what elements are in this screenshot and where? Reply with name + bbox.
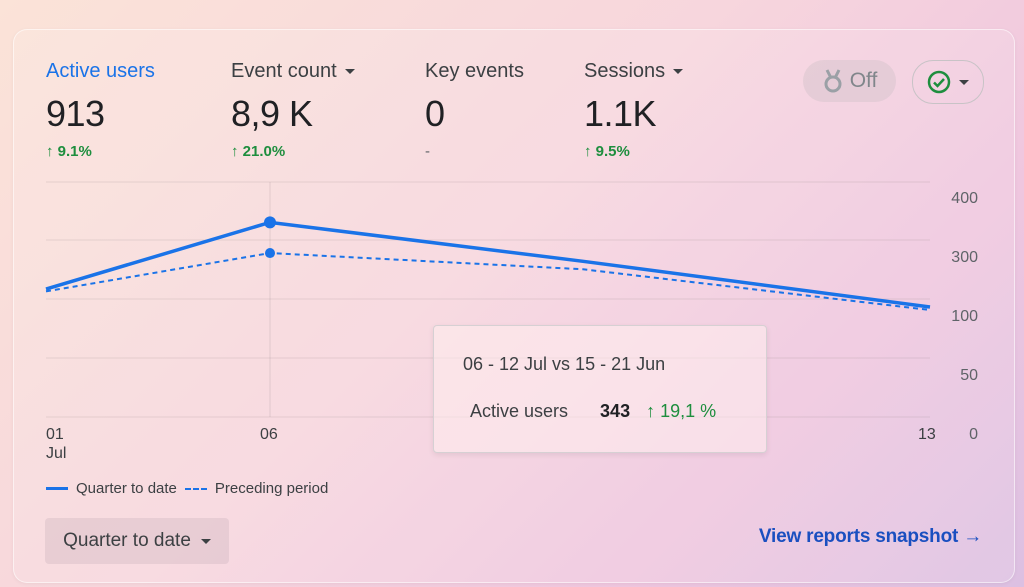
data-point-previous bbox=[265, 248, 275, 259]
caret-down-icon bbox=[200, 538, 211, 544]
metric-label-wrap: Event count bbox=[231, 60, 355, 83]
y-tick-label: 300 bbox=[951, 249, 978, 266]
date-range-label: Quarter to date bbox=[63, 530, 191, 551]
caret-down-icon[interactable] bbox=[673, 69, 684, 74]
caret-down-icon bbox=[959, 79, 969, 85]
metric-change: ↑ 21.0% bbox=[231, 143, 286, 160]
off-label: Off bbox=[849, 69, 878, 92]
y-tick-label: 50 bbox=[960, 367, 978, 384]
metric-change: ↑ 9.1% bbox=[46, 143, 92, 160]
metric-value: 1.1K bbox=[584, 93, 657, 134]
solid-line-swatch bbox=[46, 487, 68, 490]
status-dropdown-button[interactable] bbox=[912, 60, 984, 104]
tooltip-metric-label: Active users bbox=[470, 401, 569, 421]
overview-card bbox=[13, 29, 1015, 583]
metric-change: - bbox=[425, 143, 430, 160]
metric-key-events[interactable]: Key events 0 - bbox=[425, 60, 524, 160]
metric-event-count[interactable]: Event count 8,9 K ↑ 21.0% bbox=[231, 60, 355, 160]
metric-label: Event count bbox=[231, 60, 337, 82]
metric-label-wrap: Sessions bbox=[584, 60, 684, 83]
metric-label: Key events bbox=[425, 60, 524, 82]
series-line-current bbox=[45, 220, 931, 309]
x-tick-label: 01 bbox=[46, 426, 64, 443]
insights-toggle-button[interactable]: Off bbox=[803, 60, 896, 102]
y-tick-label: 0 bbox=[969, 426, 978, 443]
tooltip-title: 06 - 12 Jul vs 15 - 21 Jun bbox=[463, 354, 666, 374]
medal-icon bbox=[824, 69, 842, 93]
tooltip-change: ↑ 19,1 % bbox=[646, 401, 717, 421]
metric-sessions[interactable]: Sessions 1.1K ↑ 9.5% bbox=[584, 60, 684, 160]
legend-item-previous: Preceding period bbox=[184, 480, 329, 497]
y-tick-label: 400 bbox=[951, 190, 978, 207]
metric-value: 0 bbox=[425, 93, 445, 134]
tooltip-row: Active users 343 ↑ 19,1 % bbox=[470, 401, 716, 422]
date-range-dropdown[interactable]: Quarter to date bbox=[45, 518, 229, 564]
metric-change: ↑ 9.5% bbox=[584, 143, 630, 160]
chart-legend: Quarter to date Preceding period bbox=[46, 480, 336, 497]
view-reports-snapshot-link[interactable]: View reports snapshot → bbox=[758, 526, 982, 547]
series-line-previous bbox=[45, 252, 931, 311]
check-circle-icon bbox=[927, 70, 951, 94]
dashed-line-swatch bbox=[184, 487, 207, 490]
y-tick-label: 100 bbox=[951, 308, 978, 325]
caret-down-icon[interactable] bbox=[344, 69, 355, 74]
x-tick-label: 13 bbox=[918, 426, 936, 443]
data-point-current bbox=[264, 216, 276, 229]
tooltip-value: 343 bbox=[600, 401, 631, 421]
metric-value: 8,9 K bbox=[231, 93, 313, 134]
metric-value: 913 bbox=[46, 93, 105, 134]
metric-label: Active users bbox=[46, 60, 155, 82]
metric-label: Sessions bbox=[584, 60, 666, 82]
x-tick-sublabel: Jul bbox=[46, 445, 66, 462]
chart-tooltip: 06 - 12 Jul vs 15 - 21 Jun Active users … bbox=[433, 325, 767, 453]
x-tick-label: 06 bbox=[260, 426, 278, 443]
legend-label: Quarter to date bbox=[76, 480, 177, 497]
metric-active-users[interactable]: Active users 913 ↑ 9.1% bbox=[46, 60, 155, 160]
legend-label: Preceding period bbox=[214, 480, 329, 497]
legend-item-current: Quarter to date bbox=[46, 480, 177, 497]
